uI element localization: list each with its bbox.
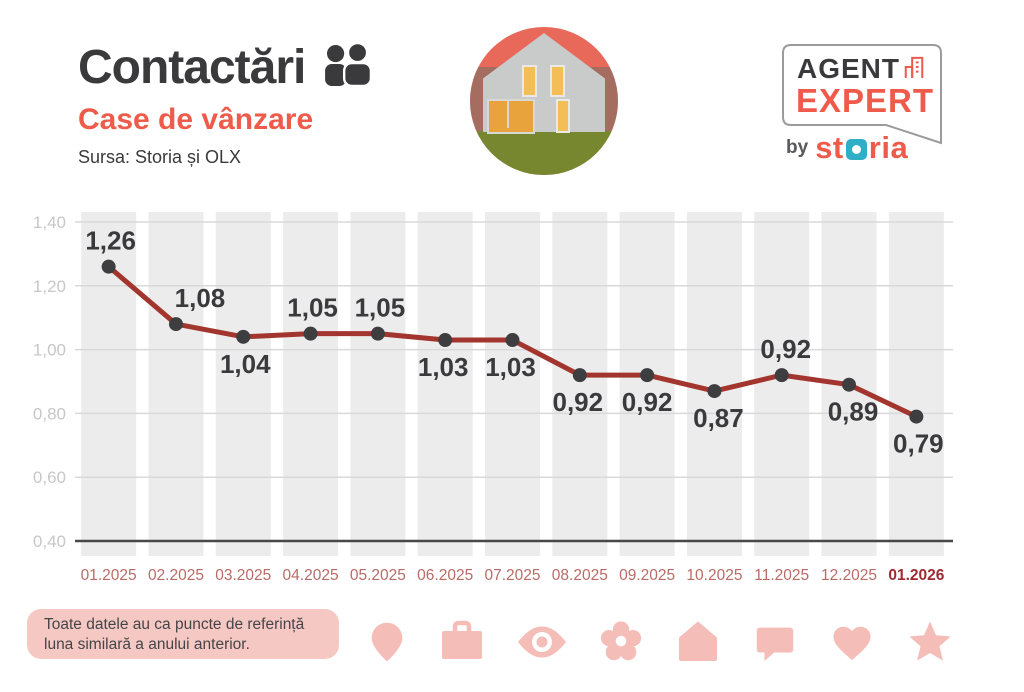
x-axis-label: 05.2025 <box>350 567 406 584</box>
logo-word-expert: EXPERT <box>796 82 935 119</box>
column-stripe <box>485 212 540 556</box>
data-point <box>370 326 385 341</box>
y-tick-label: 0,60 <box>33 468 66 487</box>
building-icon <box>903 53 925 88</box>
value-label: 0,92 <box>553 387 604 417</box>
y-tick-label: 1,40 <box>33 213 66 232</box>
upper-window <box>550 65 565 97</box>
data-point <box>572 368 587 383</box>
category-icons-row <box>366 618 954 666</box>
column-stripe <box>754 212 810 556</box>
x-axis-label: 10.2025 <box>686 567 742 584</box>
value-label: 1,04 <box>220 349 271 379</box>
x-axis-label: 03.2025 <box>215 567 271 584</box>
value-label: 1,08 <box>175 283 226 313</box>
page-subtitle: Case de vânzare <box>78 103 314 136</box>
y-tick-label: 0,40 <box>33 532 66 551</box>
storia-o-icon <box>845 139 867 160</box>
x-axis-label: 01.2025 <box>81 567 137 584</box>
x-axis-label: 11.2025 <box>754 567 809 584</box>
location-pin-icon <box>371 622 403 662</box>
data-point <box>438 333 453 348</box>
data-point <box>101 259 116 274</box>
logo-word-agent: AGENT <box>797 53 925 88</box>
people-icon <box>321 41 375 91</box>
storia-wordmark: st ria <box>815 130 908 166</box>
agent-expert-logo: AGENT EXPERT <box>782 44 944 148</box>
data-point <box>505 333 520 348</box>
value-label: 1,03 <box>485 352 536 382</box>
value-label: 0,92 <box>622 387 673 417</box>
column-stripe <box>215 212 271 556</box>
data-source-label: Sursa: Storia și OLX <box>78 147 242 167</box>
data-point <box>909 409 924 424</box>
star-icon <box>909 621 951 661</box>
speech-bubble-icon <box>756 627 794 662</box>
x-axis-label: 07.2025 <box>484 567 540 584</box>
y-tick-label: 1,00 <box>33 341 66 360</box>
note-line-2: luna similară a anului anterior. <box>44 636 250 654</box>
house-icon <box>679 622 717 661</box>
lawn <box>470 131 618 175</box>
data-point <box>303 326 318 341</box>
value-label: 1,05 <box>355 293 406 323</box>
x-axis-label: 01.2026 <box>888 567 944 584</box>
column-stripe <box>283 212 339 556</box>
column-stripe <box>148 212 204 556</box>
upper-window <box>522 65 537 97</box>
x-axis-label: 04.2025 <box>283 567 339 584</box>
y-tick-label: 0,80 <box>33 404 66 423</box>
value-label: 0,79 <box>893 429 944 459</box>
logo-agent-text: AGENT <box>797 53 900 84</box>
value-label: 0,89 <box>828 397 879 427</box>
side-window <box>556 99 570 133</box>
x-axis-label: 12.2025 <box>821 567 877 584</box>
briefcase-icon <box>442 620 482 659</box>
data-point <box>168 317 183 332</box>
value-label: 1,26 <box>85 226 136 256</box>
by-storia-logo: by st ria <box>786 130 908 166</box>
data-point <box>842 377 857 392</box>
data-point <box>774 368 789 383</box>
y-tick-label: 1,20 <box>33 277 66 296</box>
patio-window <box>487 99 535 134</box>
header: Contactări <box>78 40 375 95</box>
eye-icon <box>518 626 566 658</box>
house-photo <box>470 27 618 175</box>
data-point <box>640 368 655 383</box>
x-axis-label: 08.2025 <box>552 567 608 584</box>
heart-icon <box>833 626 871 660</box>
speech-bubble-outline-icon <box>782 44 942 145</box>
storia-ria: ria <box>868 130 909 165</box>
value-label: 0,87 <box>693 403 744 433</box>
flower-icon <box>600 621 642 661</box>
value-label: 1,03 <box>418 352 469 382</box>
value-label: 0,92 <box>760 334 811 364</box>
data-point <box>236 329 251 344</box>
x-axis-label: 02.2025 <box>148 567 204 584</box>
x-axis-label: 09.2025 <box>619 567 675 584</box>
by-label: by <box>786 137 809 158</box>
column-stripe <box>686 212 742 556</box>
reference-note: Toate datele au ca puncte de referință l… <box>27 609 339 659</box>
column-stripe <box>552 212 608 556</box>
data-point <box>707 384 722 399</box>
column-stripe <box>417 212 473 556</box>
note-line-1: Toate datele au ca puncte de referință <box>44 616 305 633</box>
page-title: Contactări <box>78 41 306 94</box>
column-stripe <box>350 212 406 556</box>
column-stripe <box>619 212 675 556</box>
x-axis-label: 06.2025 <box>417 567 473 584</box>
value-label: 1,05 <box>287 293 338 323</box>
column-stripe <box>888 212 944 556</box>
storia-st: st <box>815 130 844 165</box>
